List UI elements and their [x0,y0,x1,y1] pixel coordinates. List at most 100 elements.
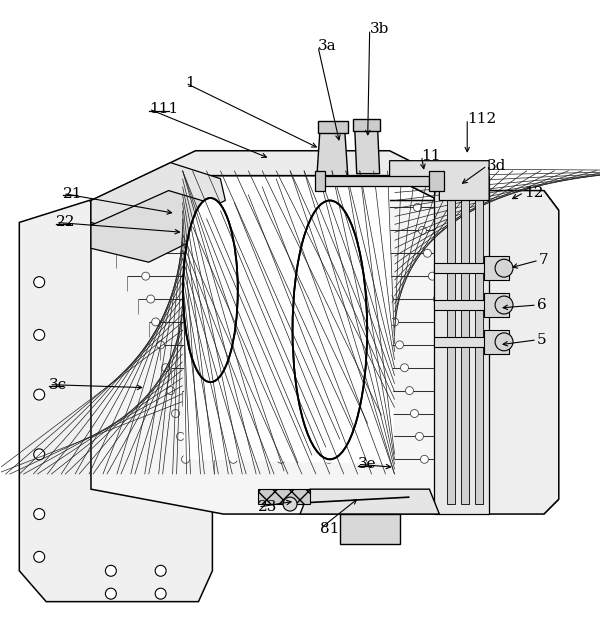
Circle shape [315,410,323,417]
Ellipse shape [293,201,367,459]
Text: 111: 111 [148,102,178,116]
Circle shape [380,272,389,280]
Circle shape [34,449,44,460]
Polygon shape [91,163,225,238]
Circle shape [277,456,285,463]
Ellipse shape [183,198,238,382]
Polygon shape [484,256,509,280]
Text: 3c: 3c [49,378,67,392]
Polygon shape [318,121,348,133]
Circle shape [406,387,413,394]
Circle shape [358,387,365,394]
Polygon shape [320,176,429,186]
Circle shape [34,552,44,562]
Text: 23: 23 [258,500,278,514]
Circle shape [368,433,376,440]
Circle shape [247,318,255,326]
Circle shape [180,227,188,235]
Text: 22: 22 [56,215,76,230]
Circle shape [280,249,288,258]
Circle shape [219,410,227,417]
Circle shape [338,295,346,303]
Circle shape [495,333,513,351]
Text: 21: 21 [63,186,82,201]
Circle shape [204,341,212,349]
Circle shape [34,277,44,288]
Polygon shape [461,186,469,504]
Polygon shape [435,300,509,310]
Polygon shape [183,186,395,464]
Polygon shape [91,191,224,262]
Circle shape [34,389,44,400]
Circle shape [400,364,409,372]
Circle shape [157,341,165,349]
Text: 1: 1 [186,76,195,90]
Text: 5: 5 [537,333,546,347]
Circle shape [34,509,44,519]
Polygon shape [484,330,509,354]
Text: 7: 7 [539,253,549,267]
Circle shape [410,410,418,417]
Circle shape [172,410,180,417]
Circle shape [285,272,293,280]
Circle shape [413,204,421,212]
Circle shape [433,295,441,303]
Circle shape [353,364,361,372]
Circle shape [343,318,351,326]
Circle shape [453,387,461,394]
Circle shape [373,456,380,463]
Circle shape [305,364,313,372]
Text: 12: 12 [524,186,543,199]
Circle shape [252,341,260,349]
Circle shape [182,456,189,463]
Text: 3b: 3b [370,22,389,37]
Circle shape [376,249,383,258]
Polygon shape [484,293,509,317]
Circle shape [237,272,245,280]
Circle shape [215,387,222,394]
Circle shape [166,387,174,394]
Circle shape [444,341,451,349]
Circle shape [386,295,394,303]
Circle shape [272,433,280,440]
Circle shape [275,227,283,235]
Circle shape [290,295,298,303]
Circle shape [300,341,308,349]
Circle shape [147,295,154,303]
Polygon shape [353,119,380,131]
Polygon shape [435,337,509,347]
Circle shape [34,329,44,340]
Polygon shape [91,151,439,225]
Circle shape [438,318,447,326]
Circle shape [262,387,270,394]
Circle shape [227,227,236,235]
Circle shape [185,249,192,258]
Text: 81: 81 [320,522,340,536]
Circle shape [320,433,328,440]
Polygon shape [429,171,444,191]
Circle shape [155,565,166,576]
Circle shape [177,433,185,440]
Circle shape [310,387,318,394]
Circle shape [495,259,513,277]
Text: 6: 6 [537,298,547,312]
Polygon shape [317,131,348,176]
Circle shape [448,364,456,372]
Circle shape [270,204,278,212]
Circle shape [325,456,333,463]
Polygon shape [355,129,380,174]
Polygon shape [447,186,456,504]
Circle shape [283,497,297,511]
Text: 3a: 3a [318,39,337,53]
Circle shape [162,364,169,372]
Polygon shape [489,191,559,514]
Circle shape [105,565,117,576]
Circle shape [295,318,303,326]
Text: 3d: 3d [487,158,507,173]
Circle shape [328,249,336,258]
Circle shape [459,410,466,417]
Polygon shape [435,263,509,273]
Circle shape [323,227,331,235]
Polygon shape [300,489,439,514]
Circle shape [371,227,379,235]
